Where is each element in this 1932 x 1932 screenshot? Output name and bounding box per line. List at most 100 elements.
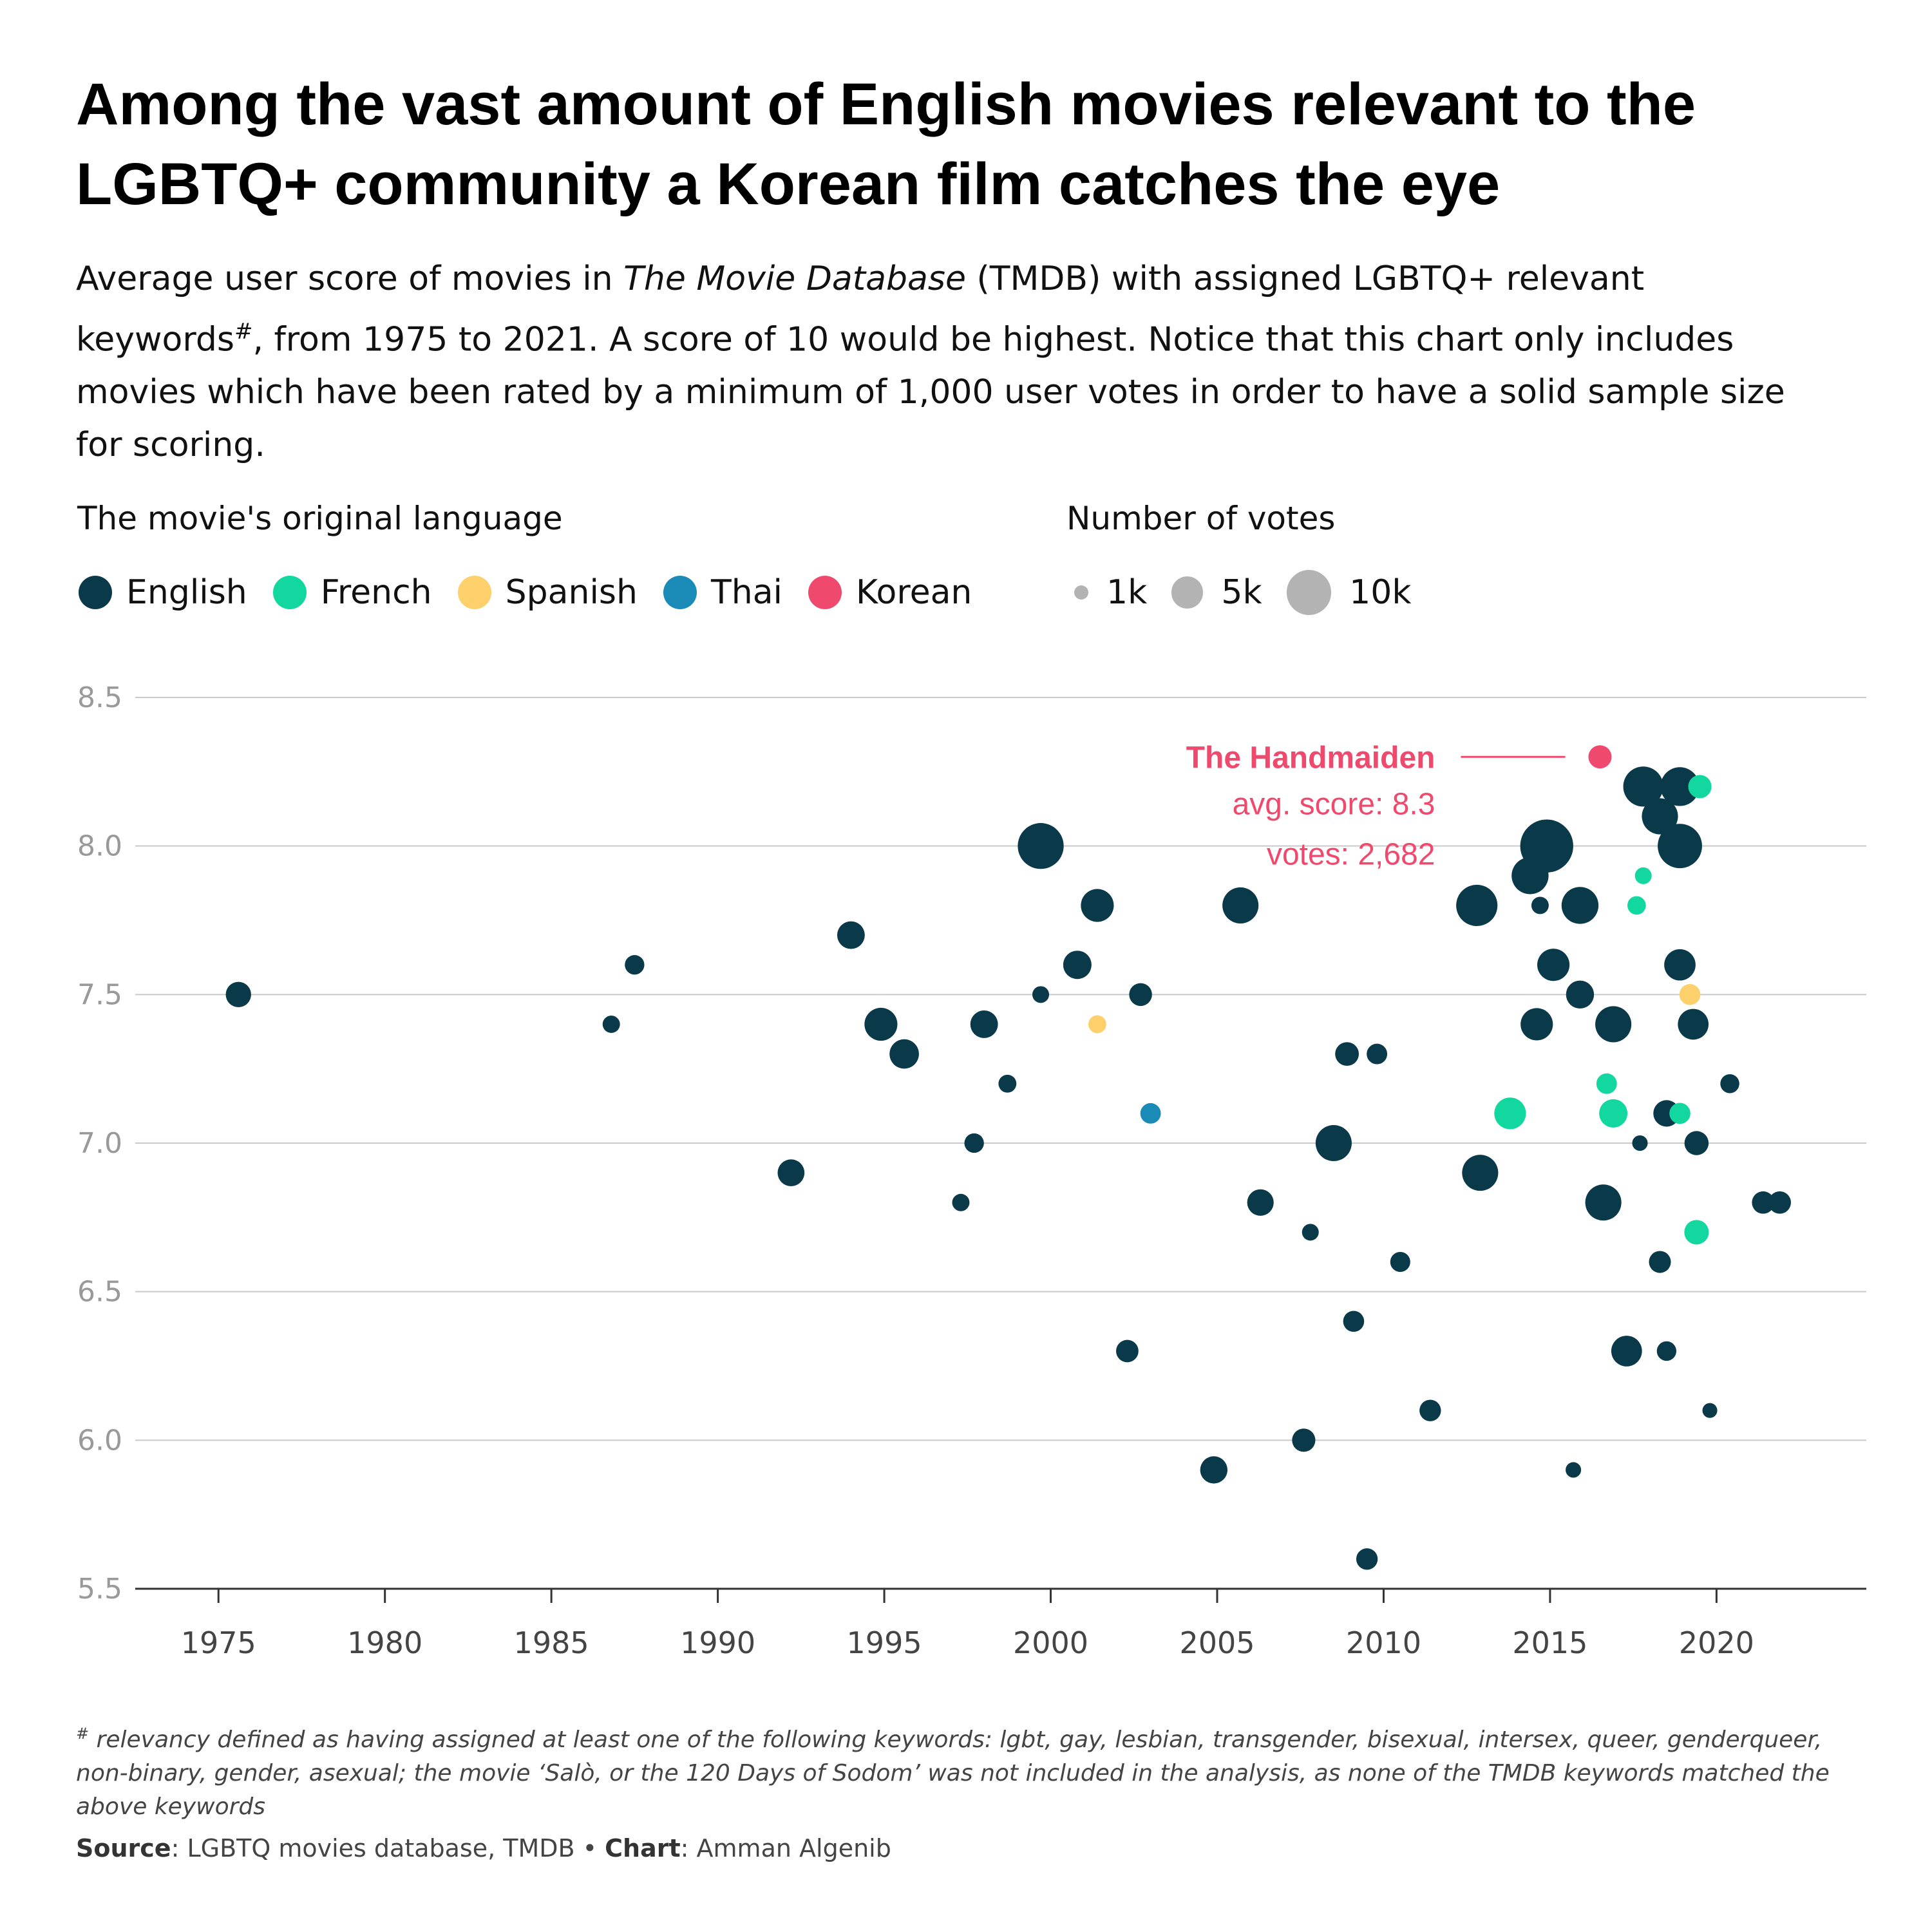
point-english-49 — [1658, 824, 1702, 869]
point-english-50 — [1664, 949, 1696, 981]
x-tick-label-1980: 1980 — [347, 1625, 422, 1660]
point-english-8 — [964, 1133, 984, 1153]
source-label: Source — [76, 1834, 171, 1862]
data-points — [225, 745, 1791, 1570]
chart-subtitle: Average user score of movies in The Movi… — [76, 252, 1828, 471]
y-tick-label-6-0: 6.0 — [77, 1424, 122, 1457]
annotation-score: avg. score: 8.3 — [1233, 787, 1435, 821]
chart-title: Among the vast amount of English movies … — [76, 71, 1696, 217]
point-french-1 — [1596, 1073, 1617, 1094]
point-english-12 — [1018, 823, 1064, 869]
legend-size-dot-1k — [1074, 585, 1088, 600]
point-english-17 — [1200, 1456, 1227, 1484]
footnote: # relevancy defined as having assigned a… — [76, 1717, 1879, 1824]
point-french-6 — [1684, 1220, 1709, 1245]
y-tick-label-5-5: 5.5 — [77, 1573, 122, 1605]
point-english-25 — [1356, 1548, 1378, 1570]
point-english-13 — [1063, 951, 1092, 980]
chart-credit-text: : Amman Algenib — [680, 1834, 891, 1862]
x-tick-label-1975: 1975 — [181, 1625, 256, 1660]
point-spanish-0 — [1088, 1015, 1106, 1034]
source-text: : LGBTQ movies database, TMDB • — [171, 1834, 605, 1862]
language-legend-title: The movie's original language — [77, 500, 563, 537]
point-english-56 — [1752, 1191, 1775, 1214]
point-english-54 — [1702, 1403, 1718, 1418]
point-english-38 — [1566, 980, 1595, 1009]
legend-size-dot-5k — [1171, 576, 1204, 609]
point-english-44 — [1623, 766, 1663, 807]
point-english-15 — [1116, 1340, 1139, 1363]
x-tick-label-2010: 2010 — [1346, 1625, 1421, 1660]
legend-label-thai: Thai — [710, 573, 783, 612]
x-tick-label-1990: 1990 — [680, 1625, 755, 1660]
point-english-7 — [952, 1193, 970, 1211]
x-tick-label-1985: 1985 — [514, 1625, 589, 1660]
legend-size-label-5k: 5k — [1221, 573, 1262, 612]
point-english-52 — [1678, 1009, 1709, 1040]
legend-item-english: English — [79, 573, 247, 612]
point-english-24 — [1343, 1311, 1365, 1332]
point-french-3 — [1627, 896, 1646, 915]
x-tick-label-2015: 2015 — [1512, 1625, 1587, 1660]
subtitle-text-3: , from 1975 to 2021. A score of 10 would… — [76, 320, 1785, 465]
y-tick-label-8-0: 8.0 — [77, 830, 122, 863]
gridlines — [135, 697, 1866, 1441]
y-axis-labels: 5.5 6.0 6.5 7.0 7.5 8.0 8.5 — [77, 681, 122, 1605]
legend-item-french: French — [272, 573, 432, 612]
point-english-5 — [864, 1007, 898, 1041]
point-english-47 — [1656, 1341, 1677, 1361]
point-french-4 — [1634, 867, 1652, 884]
legend-item-thai: Thai — [663, 573, 782, 612]
point-english-18 — [1222, 887, 1259, 923]
point-french-7 — [1688, 775, 1712, 799]
legend-size-10k: 10k — [1286, 570, 1412, 615]
point-english-9 — [970, 1010, 998, 1038]
annotation-handmaiden: The Handmaiden avg. score: 8.3 votes: 2,… — [1186, 741, 1566, 871]
point-english-19 — [1247, 1189, 1274, 1216]
footnote-text: relevancy defined as having assigned at … — [76, 1727, 1830, 1820]
point-french-0 — [1494, 1097, 1526, 1130]
legend-label-korean: Korean — [856, 573, 972, 612]
point-english-22 — [1315, 1124, 1352, 1162]
legend-dot-spanish — [457, 576, 491, 609]
point-english-45 — [1642, 798, 1678, 835]
legend-size-dot-10k — [1286, 570, 1332, 615]
point-english-51 — [1660, 767, 1700, 806]
legend-dot-french — [272, 576, 307, 609]
legend-size-1k: 1k — [1074, 573, 1147, 612]
point-english-0 — [225, 981, 251, 1008]
legend-dot-english — [79, 576, 112, 609]
legend-dot-thai — [663, 576, 697, 609]
y-tick-label-8-5: 8.5 — [77, 681, 122, 714]
point-english-20 — [1292, 1428, 1316, 1452]
legend-label-spanish: Spanish — [505, 573, 638, 612]
y-tick-label-7-0: 7.0 — [77, 1127, 122, 1160]
x-tick-label-2005: 2005 — [1179, 1625, 1255, 1660]
point-english-42 — [1611, 1336, 1642, 1367]
legend-size-label-10k: 10k — [1349, 573, 1412, 612]
annotation-title: The Handmaiden — [1186, 741, 1435, 775]
point-english-14 — [1081, 889, 1114, 922]
point-english-57 — [1768, 1191, 1791, 1214]
language-legend: English French Spanish Thai Korean — [79, 567, 998, 618]
point-english-35 — [1520, 819, 1573, 873]
point-english-10 — [998, 1074, 1017, 1093]
point-korean-0 — [1588, 745, 1612, 769]
x-tick-label-1995: 1995 — [847, 1625, 922, 1660]
point-english-16 — [1129, 983, 1152, 1007]
point-english-34 — [1531, 896, 1549, 914]
point-english-11 — [1032, 986, 1050, 1003]
point-english-23 — [1335, 1042, 1359, 1066]
point-english-6 — [889, 1039, 919, 1069]
chart-credit-label: Chart — [605, 1834, 681, 1862]
point-english-3 — [777, 1159, 805, 1187]
point-english-30 — [1462, 1155, 1499, 1191]
point-french-2 — [1599, 1099, 1628, 1128]
point-english-55 — [1720, 1074, 1739, 1094]
point-english-39 — [1561, 887, 1599, 924]
subtitle-italic: The Movie Database — [623, 260, 966, 298]
point-english-53 — [1684, 1131, 1709, 1155]
point-english-36 — [1537, 949, 1570, 981]
source-line: Source: LGBTQ movies database, TMDB • Ch… — [76, 1834, 891, 1862]
